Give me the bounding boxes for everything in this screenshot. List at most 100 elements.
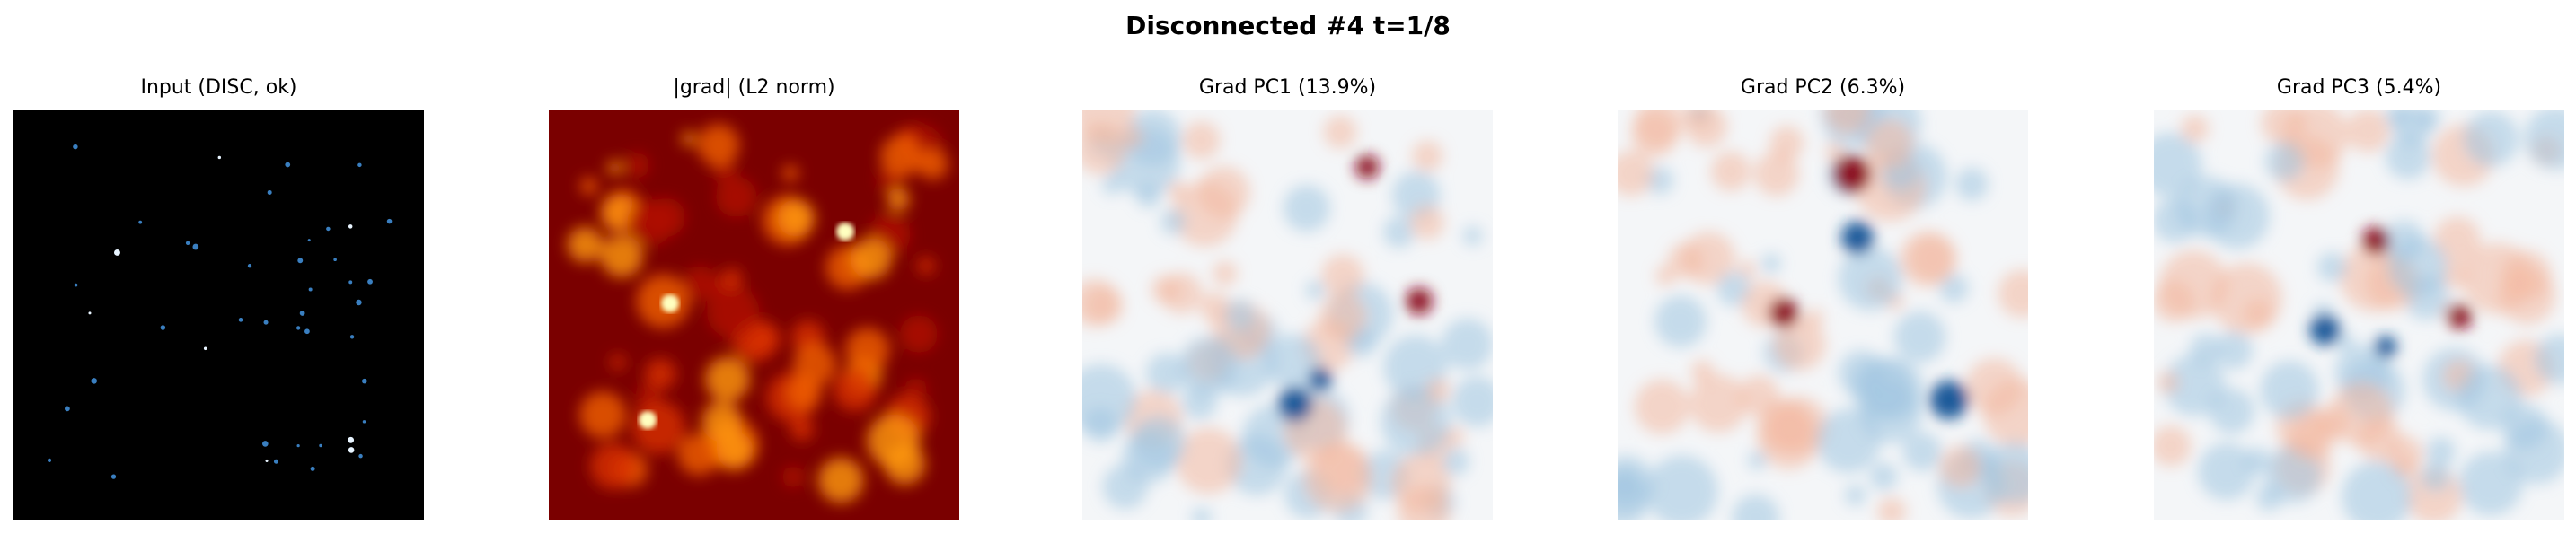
speck <box>267 189 272 195</box>
speck <box>238 318 243 322</box>
heat-blob <box>705 356 751 402</box>
field-blob <box>2534 334 2564 385</box>
strong-blob <box>2309 314 2341 346</box>
panel-image <box>549 110 959 520</box>
strong-blob <box>1406 287 1433 315</box>
speck <box>203 346 207 351</box>
speck <box>297 258 304 264</box>
field-blob <box>1146 353 1187 394</box>
strong-blob <box>1832 154 1871 193</box>
speck <box>362 420 366 424</box>
speck <box>358 453 363 459</box>
heat-blob <box>880 135 922 178</box>
speck <box>64 406 70 412</box>
speck <box>333 258 337 262</box>
field-blob <box>1816 408 1881 473</box>
field-blob <box>2163 354 2226 416</box>
field-blob <box>1690 360 1715 383</box>
field-blob <box>1191 507 1212 520</box>
background <box>13 110 424 520</box>
field-blob <box>1685 110 1727 148</box>
field-blob <box>1667 242 1704 278</box>
field-blob <box>1131 415 1187 470</box>
heat-blob <box>845 328 890 372</box>
speck <box>91 378 97 384</box>
field <box>1618 110 2028 520</box>
speck <box>185 241 190 245</box>
heat-blob <box>900 315 938 354</box>
field-blob <box>1391 453 1451 513</box>
field-blob <box>1266 334 1321 390</box>
heat-blob <box>777 199 816 237</box>
speck <box>285 162 291 168</box>
field-blob <box>2357 416 2403 461</box>
speck <box>247 264 252 268</box>
field-blob <box>1965 358 2024 416</box>
field-blob <box>1618 467 1642 498</box>
field-blob <box>2415 110 2440 131</box>
heat-blob <box>579 391 627 439</box>
field-blob <box>1321 254 1364 297</box>
field-blob <box>2154 280 2195 322</box>
speck <box>348 436 355 443</box>
field-blob <box>1451 376 1493 427</box>
heat-blob <box>701 401 743 442</box>
speck <box>299 311 305 316</box>
field-blob <box>1442 318 1493 371</box>
speck <box>367 278 373 285</box>
field-blob <box>2261 110 2307 145</box>
heat-blob <box>631 400 685 454</box>
heat-blob <box>624 153 650 179</box>
heat-blob <box>716 176 757 218</box>
field-blob <box>2385 134 2431 179</box>
field-blob <box>2383 220 2425 261</box>
speck <box>319 443 322 448</box>
heat-blob <box>917 148 948 180</box>
field-blob <box>1983 442 2028 504</box>
field-blob <box>2198 442 2255 501</box>
speck <box>308 287 313 292</box>
speck <box>110 474 117 479</box>
strong-blob <box>1309 367 1332 391</box>
heat-blob <box>867 414 921 468</box>
speck <box>307 239 311 242</box>
field-blob <box>1084 285 1124 325</box>
field-blob <box>2346 110 2390 153</box>
field-blob <box>2420 461 2451 492</box>
field-blob <box>1732 494 1779 520</box>
hot-spot <box>661 294 679 312</box>
heat-blob <box>607 160 622 176</box>
field-blob <box>2316 252 2347 283</box>
field-blob <box>2524 110 2564 171</box>
field-blob <box>1082 363 1137 435</box>
field-blob <box>1160 208 1187 235</box>
strong-blob <box>2361 226 2390 255</box>
heat-blob <box>707 285 760 338</box>
field-blob <box>2203 183 2270 249</box>
field-blob <box>1769 126 1804 161</box>
speck <box>356 299 362 306</box>
field-blob <box>1877 497 1907 520</box>
field <box>2154 110 2564 520</box>
hot-spot <box>836 223 854 241</box>
panel-title: Grad PC2 (6.3%) <box>1741 76 1905 99</box>
field-blob <box>1869 462 1898 491</box>
field-blob <box>1998 269 2028 318</box>
field-blob <box>2154 425 2192 467</box>
field-blob <box>1462 225 1483 246</box>
heat-blob <box>817 457 864 503</box>
speck <box>263 320 269 325</box>
heat-blob <box>580 177 598 196</box>
speck <box>348 224 353 229</box>
field-blob <box>1182 121 1221 160</box>
field-blob <box>1865 118 1914 168</box>
field-blob <box>1645 455 1718 520</box>
heat-blob <box>781 466 805 488</box>
speck <box>348 447 355 453</box>
speck <box>296 326 301 330</box>
field-blob <box>2244 447 2271 474</box>
panel-title: Input (DISC, ok) <box>140 76 296 99</box>
field-blob <box>2426 436 2456 467</box>
field-blob <box>1902 432 1942 472</box>
